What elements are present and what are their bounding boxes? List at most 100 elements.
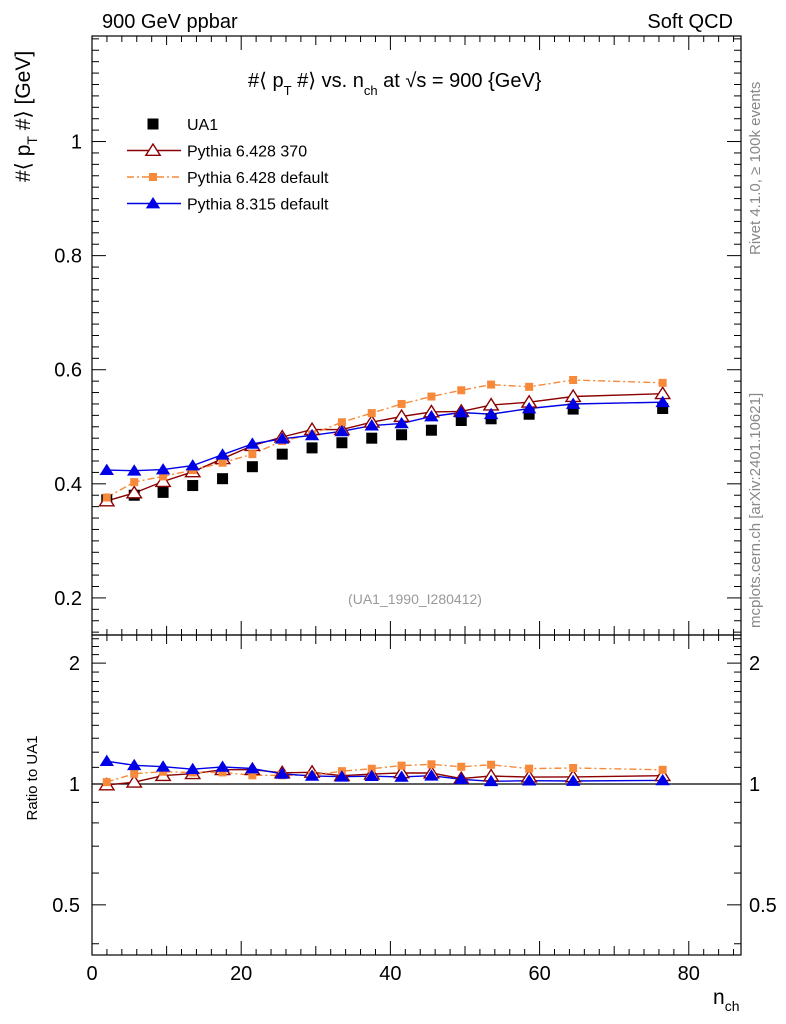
- x-tick-label: 20: [230, 963, 252, 985]
- mcplots-label: mcplots.cern.ch [arXiv:2401.10621]: [747, 393, 764, 628]
- pythia-6-428-default-point: [427, 392, 436, 401]
- legend-ua1-marker: [147, 118, 159, 130]
- y-tick-label: 1: [71, 132, 82, 154]
- ratio-panel-frame: [91, 634, 742, 956]
- pythia-6-428-default-ratio-point: [658, 765, 667, 774]
- pythia-8-315-default-ratio-point: [99, 754, 114, 767]
- pythia-8-315-default-ratio-point: [155, 760, 171, 772]
- pythia-6-428-default-ratio-point: [525, 764, 534, 773]
- ua1-point: [336, 437, 348, 449]
- ua1-point: [187, 480, 199, 492]
- pythia-8-315-default-ratio-point: [565, 774, 581, 786]
- ratio-tick-label: 0.5: [52, 895, 80, 917]
- legend-pythia-6-428-default-label: Pythia 6.428 default: [187, 170, 329, 187]
- legend-ua1-label: UA1: [187, 117, 218, 134]
- x-tick-label: 0: [86, 963, 97, 985]
- pythia-6-428-default-point: [367, 409, 376, 418]
- pythia-8-315-default-point: [334, 424, 350, 437]
- ylabel-part-b: T: [24, 136, 40, 145]
- pythia-8-315-default-point: [424, 410, 439, 422]
- pythia-8-315-default-ratio-point: [334, 770, 350, 782]
- pythia-6-428-default-ratio-point: [367, 764, 376, 773]
- header-right: Soft QCD: [647, 11, 733, 33]
- pythia-6-428-default-point: [218, 458, 227, 467]
- pythia-6-428-default-point: [159, 472, 168, 481]
- rivet-label: Rivet 4.1.0, ≥ 100k events: [747, 82, 764, 255]
- x-tick-label: 40: [379, 963, 401, 985]
- xlabel-part-a: n: [713, 986, 725, 1009]
- y-tick-label: 0.6: [54, 360, 82, 382]
- title-part-d: ch: [364, 83, 378, 98]
- y-tick-label: 0.4: [54, 474, 82, 496]
- ratio-tick-label-right: 1: [749, 774, 760, 796]
- pythia-6-428-default-point: [569, 375, 578, 384]
- ua1-point: [425, 424, 437, 436]
- pythia-6-428-default-point: [658, 378, 667, 387]
- pythia-6-428-default-ratio-point: [102, 778, 111, 787]
- pythia-8-315-default-ratio-point: [127, 758, 142, 771]
- ratio-tick-label-right: 0.5: [749, 895, 777, 917]
- pythia-6-428-default-ratio-point: [218, 768, 227, 777]
- ua1-point: [657, 403, 669, 415]
- pythia-8-315-default-point: [364, 419, 379, 431]
- legend: UA1 Pythia 6.428 370 Pythia 6.428 default P…: [127, 117, 329, 214]
- pythia-6-428-370-point: [154, 473, 172, 488]
- pythia-8-315-default-point: [565, 397, 581, 409]
- y-tick-label: 0.2: [54, 588, 82, 610]
- ua1-point: [455, 415, 467, 427]
- x-tick-label: 80: [678, 963, 700, 985]
- title-part-c: #⟩ vs. n: [292, 70, 364, 92]
- pythia-8-315-default-ratio-point: [521, 774, 537, 786]
- ua1-point: [396, 429, 408, 441]
- pythia-8-315-default-ratio-point: [275, 767, 290, 779]
- pythia-8-315-default-ratio-point: [394, 770, 409, 782]
- pythia-6-428-default-ratio-point: [427, 760, 436, 769]
- header-left: 900 GeV ppbar: [102, 11, 238, 33]
- pythia-8-315-default-point: [394, 416, 409, 429]
- pythia-8-315-default-point: [655, 395, 670, 408]
- ua1-point: [217, 473, 229, 485]
- ua1-point: [366, 432, 378, 444]
- legend-pythia-6-428-370-label: Pythia 6.428 370: [187, 144, 307, 161]
- pythia-6-428-370-ratio-point: [125, 774, 143, 788]
- chart-title: #⟨ pT #⟩ vs. nch at √s = 900 {GeV}: [248, 70, 542, 98]
- pythia-8-315-default-point: [185, 459, 200, 471]
- pythia-8-315-default-point: [99, 463, 114, 475]
- pythia-8-315-default-point: [521, 402, 537, 414]
- axis-ticks: 0 20 40 60 80 0.2 0.4 0.6 0.8 1 0.5 0.5 1 1 2 2: [52, 36, 777, 985]
- legend-pythia-6-428-370-marker: [144, 142, 162, 157]
- legend-pythia-8-315-default-marker: [145, 197, 161, 209]
- pythia-6-428-default-ratio-point: [569, 763, 578, 772]
- pythia-8-315-default-point: [454, 406, 469, 418]
- xlabel-part-b: ch: [725, 998, 740, 1014]
- pythia-6-428-370-point: [125, 485, 143, 499]
- legend-pythia-6-428-default-marker: [149, 173, 157, 181]
- pythia-6-428-default-point: [487, 380, 496, 389]
- pythia-8-315-default-ratio-point: [304, 769, 320, 781]
- pythia-6-428-default-point: [102, 493, 111, 502]
- title-part-f: √: [405, 70, 416, 92]
- ua1-point: [306, 442, 318, 454]
- y-axis-label: #⟨ pT #⟩ [GeV]: [12, 51, 40, 182]
- pythia-8-315-default-ratio-point: [424, 769, 439, 781]
- pythia-6-428-default-point: [457, 386, 466, 395]
- pythia-8-315-default-ratio-point: [483, 774, 499, 787]
- pythia-6-428-default-line: [106, 379, 663, 499]
- x-tick-label: 60: [528, 963, 550, 985]
- y-tick-label: 0.8: [54, 246, 82, 268]
- ylabel-part-c: #⟩ [GeV]: [12, 51, 35, 136]
- pythia-6-428-default-point: [130, 478, 139, 487]
- pythia-6-428-default-ratio-point: [487, 760, 496, 769]
- ylabel-part-a: #⟨ p: [12, 145, 35, 182]
- pythia-6-428-default-ratio-point: [457, 762, 466, 771]
- title-part-a: #⟨ p: [248, 70, 284, 92]
- pythia-8-315-default-ratio-point: [655, 773, 670, 786]
- x-axis-label: nch: [713, 986, 739, 1014]
- pythia-6-428-default-ratio-point: [130, 769, 139, 778]
- pythia-8-315-default-point: [275, 432, 290, 444]
- ratio-y-label: Ratio to UA1: [24, 735, 41, 820]
- pythia-6-428-default-ratio-point: [159, 767, 168, 776]
- title-part-g: s = 900 {GeV}: [416, 70, 541, 92]
- ratio-tick-label: 1: [69, 774, 80, 796]
- pythia-8-315-default-ratio-point: [185, 762, 200, 775]
